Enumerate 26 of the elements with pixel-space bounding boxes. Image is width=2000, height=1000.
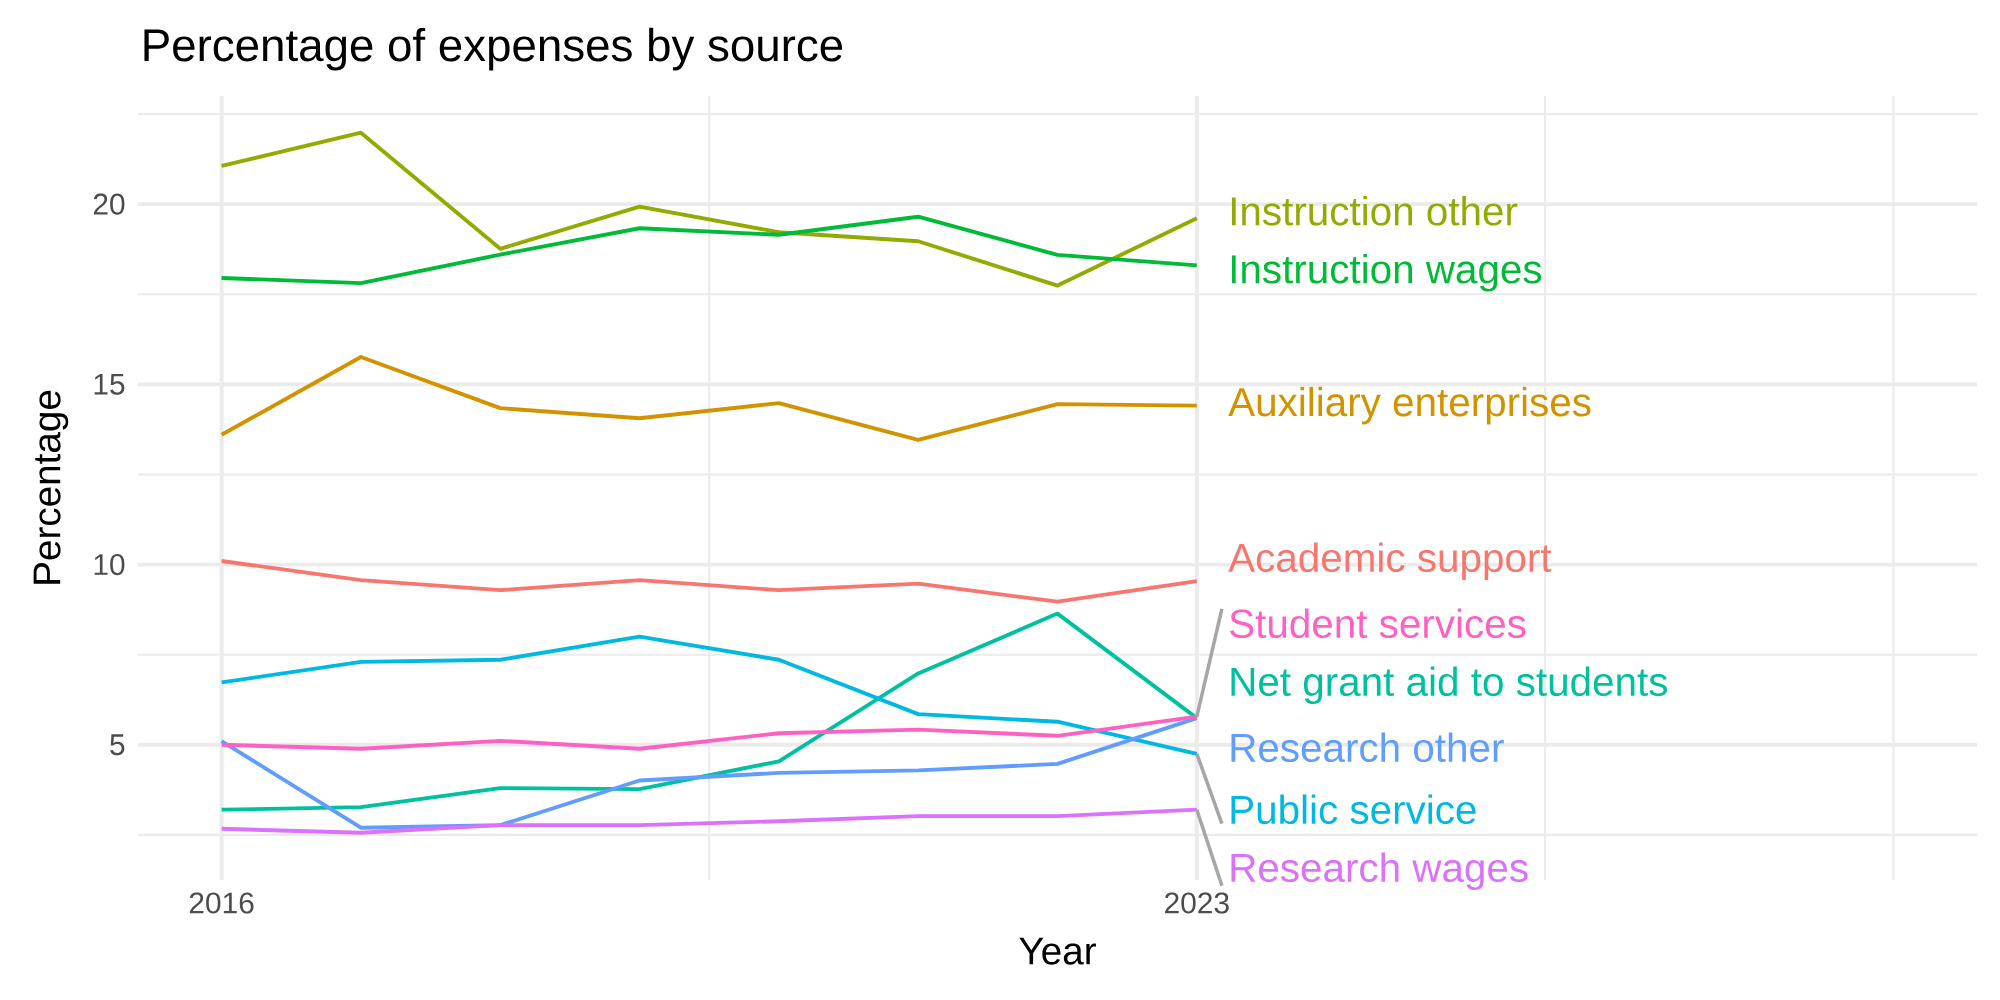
line-series (219, 214, 1199, 286)
line-series (219, 714, 1199, 751)
series-label: Instruction wages (1231, 253, 1542, 292)
y-tick-label: 10 (94, 554, 125, 576)
line-series (219, 807, 1199, 835)
series-label: Research wages (1231, 852, 1528, 891)
line-series (219, 634, 1199, 756)
line-series (219, 716, 1199, 830)
x-axis-title: Year (1019, 937, 1096, 965)
series-label: Research other (1231, 732, 1504, 763)
chart-title: Percentage of expenses by source (144, 27, 843, 71)
x-tick-label: 2016 (189, 892, 254, 914)
series-label: Public service (1231, 794, 1476, 825)
y-axis-title: Percentage (33, 390, 69, 584)
y-tick-label: 15 (94, 373, 125, 395)
line-series (219, 355, 1199, 442)
line-series (219, 559, 1199, 604)
series-label: Academic support (1228, 542, 1552, 581)
text: Student services (1230, 608, 1526, 639)
line-series (219, 130, 1199, 288)
series-label: Net grant aid to students (1231, 666, 1668, 705)
x-tick-label: 2023 (1165, 892, 1229, 914)
y-tick-label: 5 (110, 734, 125, 756)
series-label: Auxiliary enterprises (1228, 386, 1591, 425)
series-label: Instruction other (1231, 195, 1518, 226)
y-tick-label: 20 (93, 193, 125, 215)
